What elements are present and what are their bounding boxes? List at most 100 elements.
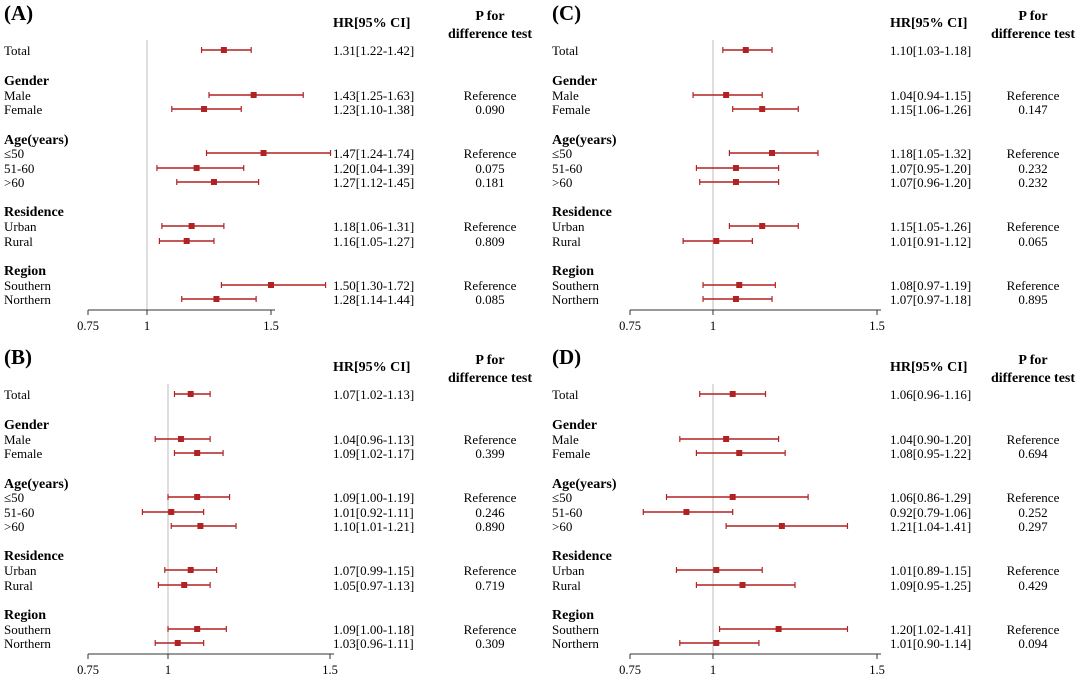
hr-ci-value: 1.04[0.96-1.13] <box>333 432 414 447</box>
hr-ci-value: 1.01[0.91-1.12] <box>890 234 971 249</box>
panel-label: (D) <box>552 345 581 369</box>
x-tick-label: 1.5 <box>263 319 279 333</box>
hr-point <box>713 238 720 244</box>
hr-point <box>168 509 175 515</box>
p-value: Reference <box>1007 432 1060 447</box>
x-tick-label: 1 <box>165 663 171 677</box>
hr-ci-value: 1.18[1.05-1.32] <box>890 146 971 161</box>
hr-point <box>742 47 749 53</box>
hr-point <box>732 179 739 185</box>
hr-point <box>213 296 220 302</box>
hr-point <box>188 223 195 229</box>
hr-ci-value: 1.01[0.90-1.14] <box>890 636 971 651</box>
p-value: 0.232 <box>1018 161 1047 176</box>
p-value: 0.246 <box>475 505 505 520</box>
hr-point <box>181 582 188 588</box>
hr-point <box>732 165 739 171</box>
group-label: Age(years) <box>552 133 617 148</box>
p-value: Reference <box>464 563 517 578</box>
row-label: Rural <box>552 234 581 249</box>
p-value: 0.181 <box>475 175 504 190</box>
p-value: 0.890 <box>475 519 504 534</box>
row-label: ≤50 <box>552 490 572 505</box>
hr-point <box>732 296 739 302</box>
row-label: Total <box>552 387 579 402</box>
row-label: Northern <box>552 636 599 651</box>
hr-ci-value: 1.07[0.99-1.15] <box>333 563 414 578</box>
x-tick-label: 0.75 <box>77 319 99 333</box>
row-label: Urban <box>4 563 37 578</box>
hr-header: HR[95% CI] <box>333 16 410 31</box>
hr-point <box>187 391 194 397</box>
x-tick-label: 1 <box>710 319 716 333</box>
p-value: Reference <box>464 278 517 293</box>
x-tick-label: 0.75 <box>77 663 99 677</box>
hr-ci-value: 1.20[1.04-1.39] <box>333 161 414 176</box>
row-label: >60 <box>552 519 572 534</box>
p-value: Reference <box>464 88 517 103</box>
hr-header: HR[95% CI] <box>333 360 410 375</box>
p-value: Reference <box>464 219 517 234</box>
hr-ci-value: 1.05[0.97-1.13] <box>333 578 414 593</box>
hr-point <box>713 567 720 573</box>
row-label: Male <box>4 88 31 103</box>
row-label: 51-60 <box>552 161 582 176</box>
hr-point <box>183 238 190 244</box>
row-label: ≤50 <box>4 146 24 161</box>
row-label: Male <box>552 88 579 103</box>
panel-label: (B) <box>4 345 32 369</box>
hr-ci-value: 1.04[0.94-1.15] <box>890 88 971 103</box>
hr-ci-value: 1.01[0.92-1.11] <box>333 505 414 520</box>
hr-ci-value: 1.03[0.96-1.11] <box>333 636 414 651</box>
row-label: Urban <box>552 219 585 234</box>
hr-point <box>729 494 736 500</box>
row-label: Northern <box>4 636 51 651</box>
row-label: Southern <box>552 278 599 293</box>
hr-point <box>713 640 720 646</box>
hr-ci-value: 1.01[0.89-1.15] <box>890 563 971 578</box>
p-value: Reference <box>1007 278 1060 293</box>
hr-ci-value: 1.09[1.00-1.19] <box>333 490 414 505</box>
forest-panel-1: (B) HR[95% CI] P for difference test Total 1.… <box>4 345 532 677</box>
group-label: Age(years) <box>4 133 69 148</box>
hr-ci-value: 1.07[0.95-1.20] <box>890 161 971 176</box>
row-label: Female <box>552 102 590 117</box>
row-label: Total <box>4 387 31 402</box>
p-header-line2: difference test <box>991 371 1075 386</box>
p-header-line1: P for <box>475 9 504 24</box>
group-label: Residence <box>4 205 64 220</box>
row-label: Female <box>4 102 42 117</box>
group-label: Region <box>552 264 594 279</box>
hr-ci-value: 1.10[1.01-1.21] <box>333 519 414 534</box>
hr-ci-value: 1.16[1.05-1.27] <box>333 234 414 249</box>
p-value: Reference <box>1007 219 1060 234</box>
group-label: Region <box>4 608 46 623</box>
p-value: 0.085 <box>475 292 504 307</box>
hr-ci-value: 1.08[0.97-1.19] <box>890 278 971 293</box>
hr-point <box>775 626 782 632</box>
hr-ci-value: 1.09[0.95-1.25] <box>890 578 971 593</box>
p-value: 0.065 <box>1018 234 1047 249</box>
hr-ci-value: 1.07[1.02-1.13] <box>333 387 414 402</box>
hr-point <box>220 47 227 53</box>
group-label: Gender <box>552 418 597 433</box>
row-label: Total <box>552 43 579 58</box>
p-header-line1: P for <box>1018 9 1047 24</box>
hr-point <box>736 450 743 456</box>
hr-point <box>193 165 200 171</box>
row-label: Male <box>552 432 579 447</box>
hr-point <box>769 150 776 156</box>
p-value: 0.719 <box>475 578 504 593</box>
p-value: 0.309 <box>475 636 504 651</box>
x-tick-label: 1.5 <box>322 663 338 677</box>
p-value: Reference <box>464 432 517 447</box>
group-label: Age(years) <box>552 477 617 492</box>
group-label: Residence <box>4 549 64 564</box>
hr-point <box>194 626 201 632</box>
hr-ci-value: 1.04[0.90-1.20] <box>890 432 971 447</box>
hr-ci-value: 1.27[1.12-1.45] <box>333 175 414 190</box>
hr-ci-value: 1.06[0.96-1.16] <box>890 387 971 402</box>
forest-panel-2: (C) HR[95% CI] P for difference test Total 1.… <box>552 1 1075 333</box>
hr-header: HR[95% CI] <box>890 16 967 31</box>
hr-ci-value: 1.07[0.96-1.20] <box>890 175 971 190</box>
